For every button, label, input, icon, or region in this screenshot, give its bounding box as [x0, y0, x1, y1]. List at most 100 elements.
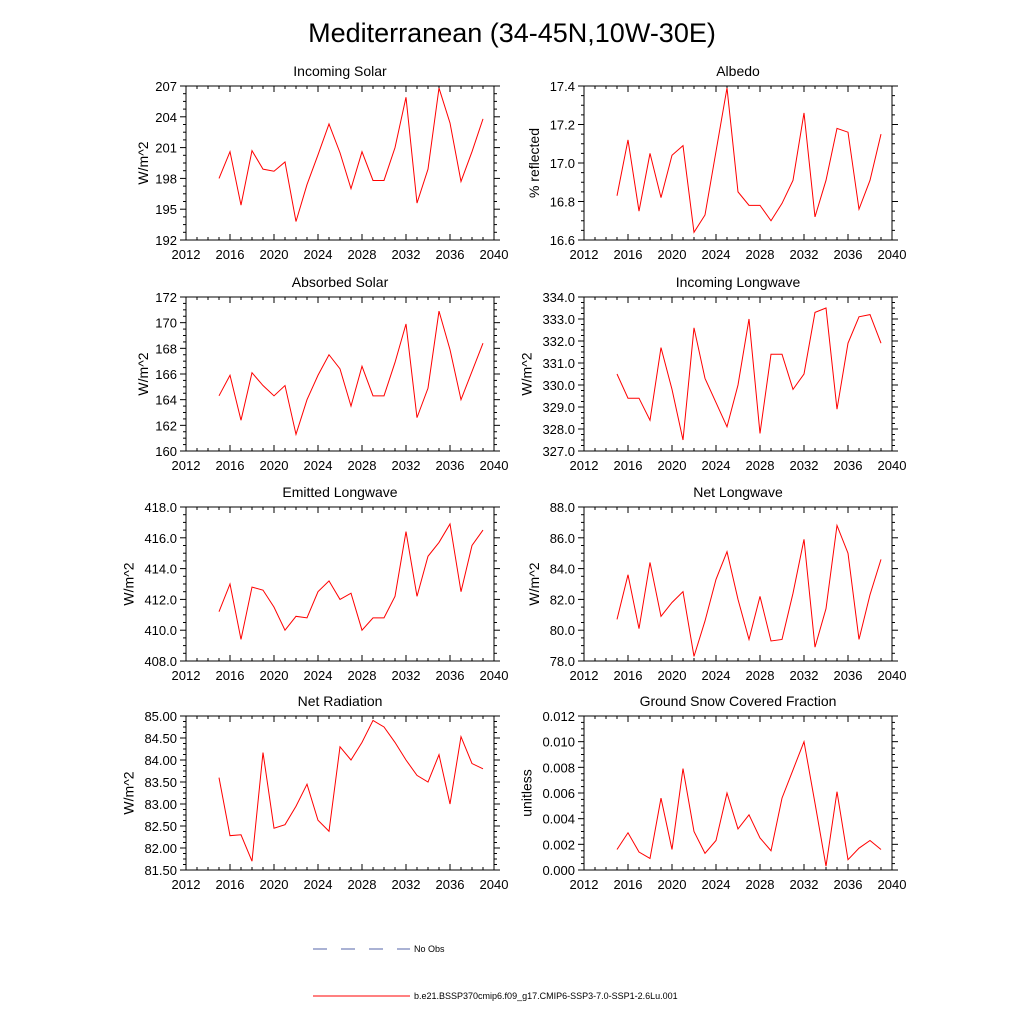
x-tick-label: 2040 — [878, 458, 907, 473]
y-tick-label: 328.0 — [542, 422, 575, 437]
y-axis-label: W/m^2 — [135, 141, 151, 184]
panel-title: Absorbed Solar — [292, 274, 389, 290]
y-tick-label: 164 — [155, 393, 177, 408]
x-tick-label: 2036 — [436, 458, 465, 473]
x-tick-label: 2016 — [614, 458, 643, 473]
panel-emitted-longwave: Emitted Longwave 2012 2016 2020 2024 2028 2032… — [121, 484, 509, 683]
legend: No Obs b.e21.BSSP370cmip6.f09_g17.CMIP6-… — [313, 944, 678, 1001]
y-tick-label: 166 — [155, 367, 177, 382]
y-tick-label: 172 — [155, 290, 177, 305]
panel-net-radiation: Net Radiation 2012 2016 2020 2024 2028 2032 203… — [121, 693, 509, 892]
x-tick-label: 2012 — [570, 247, 599, 262]
x-tick-label: 2012 — [172, 877, 201, 892]
series-line — [616, 87, 882, 234]
series-line — [218, 310, 484, 437]
panels: Incoming Solar 2012 2016 2020 2024 2028 2032 20… — [121, 63, 907, 892]
y-tick-label: 82.00 — [144, 841, 177, 856]
x-tick-label: 2028 — [746, 458, 775, 473]
y-tick-label: 78.0 — [550, 654, 575, 669]
x-tick-label: 2028 — [746, 668, 775, 683]
x-tick-label: 2036 — [834, 668, 863, 683]
x-tick-label: 2040 — [480, 458, 509, 473]
y-tick-label: 327.0 — [542, 444, 575, 459]
x-tick-label: 2040 — [480, 247, 509, 262]
y-tick-label: 0.006 — [542, 786, 575, 801]
y-tick-label: 83.00 — [144, 797, 177, 812]
y-tick-label: 418.0 — [144, 500, 177, 515]
x-tick-label: 2028 — [348, 877, 377, 892]
plot-frame — [185, 506, 495, 662]
y-tick-label: 410.0 — [144, 623, 177, 638]
x-tick-label: 2040 — [878, 877, 907, 892]
x-tick-label: 2036 — [834, 458, 863, 473]
x-tick-label: 2024 — [702, 668, 731, 683]
x-tick-label: 2028 — [746, 247, 775, 262]
x-tick-label: 2016 — [216, 668, 245, 683]
x-tick-label: 2040 — [878, 247, 907, 262]
y-tick-label: 0.010 — [542, 735, 575, 750]
panel-incoming-solar: Incoming Solar 2012 2016 2020 2024 2028 2032 20… — [135, 63, 508, 262]
series-line — [616, 739, 882, 867]
x-tick-label: 2040 — [878, 668, 907, 683]
legend-model-label: b.e21.BSSP370cmip6.f09_g17.CMIP6-SSP3-7.… — [414, 991, 678, 1001]
y-tick-label: 82.0 — [550, 592, 575, 607]
x-tick-label: 2036 — [834, 247, 863, 262]
panel-albedo: Albedo 2012 2016 2020 2024 2028 2032 2036 2040 16… — [526, 63, 907, 262]
panel-incoming-longwave: Incoming Longwave 2012 2016 2020 2024 2028 203… — [519, 274, 907, 473]
y-axis-label: W/m^2 — [121, 562, 137, 605]
plot-frame — [583, 85, 893, 241]
y-tick-label: 416.0 — [144, 531, 177, 546]
y-tick-label: 86.0 — [550, 531, 575, 546]
panel-title: Incoming Longwave — [676, 274, 801, 290]
panel-ground-snow-covered-fraction: Ground Snow Covered Fraction 2012 2016 2020… — [519, 693, 907, 892]
y-axis-label: unitless — [519, 769, 535, 816]
panel-absorbed-solar: Absorbed Solar 2012 2016 2020 2024 2028 2032 20… — [135, 274, 508, 473]
x-tick-label: 2012 — [172, 247, 201, 262]
x-tick-label: 2024 — [702, 247, 731, 262]
y-tick-label: 80.0 — [550, 623, 575, 638]
figure-title: Mediterranean (34-45N,10W-30E) — [308, 18, 716, 48]
y-axis-label: W/m^2 — [121, 771, 137, 814]
y-tick-label: 84.0 — [550, 562, 575, 577]
x-tick-label: 2020 — [260, 877, 289, 892]
y-tick-label: 84.00 — [144, 753, 177, 768]
y-tick-label: 16.6 — [550, 233, 575, 248]
y-tick-label: 0.008 — [542, 760, 575, 775]
panel-title: Emitted Longwave — [282, 484, 397, 500]
y-tick-label: 162 — [155, 418, 177, 433]
x-tick-label: 2032 — [790, 458, 819, 473]
series-line — [218, 87, 484, 222]
series-line — [218, 522, 484, 640]
x-tick-label: 2020 — [658, 247, 687, 262]
y-tick-label: 17.4 — [550, 79, 575, 94]
y-tick-label: 17.0 — [550, 156, 575, 171]
x-tick-label: 2020 — [658, 458, 687, 473]
y-tick-label: 329.0 — [542, 400, 575, 415]
x-tick-label: 2032 — [790, 877, 819, 892]
series-line — [218, 719, 484, 862]
x-tick-label: 2036 — [834, 877, 863, 892]
x-tick-label: 2012 — [172, 458, 201, 473]
y-tick-label: 332.0 — [542, 334, 575, 349]
panel-title: Albedo — [716, 63, 760, 79]
panel-title: Net Longwave — [693, 484, 783, 500]
x-tick-label: 2032 — [790, 247, 819, 262]
x-tick-label: 2016 — [216, 247, 245, 262]
panel-title: Ground Snow Covered Fraction — [640, 693, 837, 709]
panel-title: Incoming Solar — [293, 63, 387, 79]
y-tick-label: 204 — [155, 110, 177, 125]
x-tick-label: 2036 — [436, 668, 465, 683]
x-tick-label: 2028 — [348, 668, 377, 683]
x-tick-label: 2028 — [348, 247, 377, 262]
y-tick-label: 82.50 — [144, 819, 177, 834]
plot-frame — [583, 296, 893, 452]
x-tick-label: 2016 — [614, 247, 643, 262]
x-tick-label: 2012 — [570, 668, 599, 683]
x-tick-label: 2040 — [480, 877, 509, 892]
y-tick-label: 195 — [155, 202, 177, 217]
y-tick-label: 334.0 — [542, 290, 575, 305]
series-line — [616, 307, 882, 441]
x-tick-label: 2024 — [304, 668, 333, 683]
y-tick-label: 201 — [155, 141, 177, 156]
